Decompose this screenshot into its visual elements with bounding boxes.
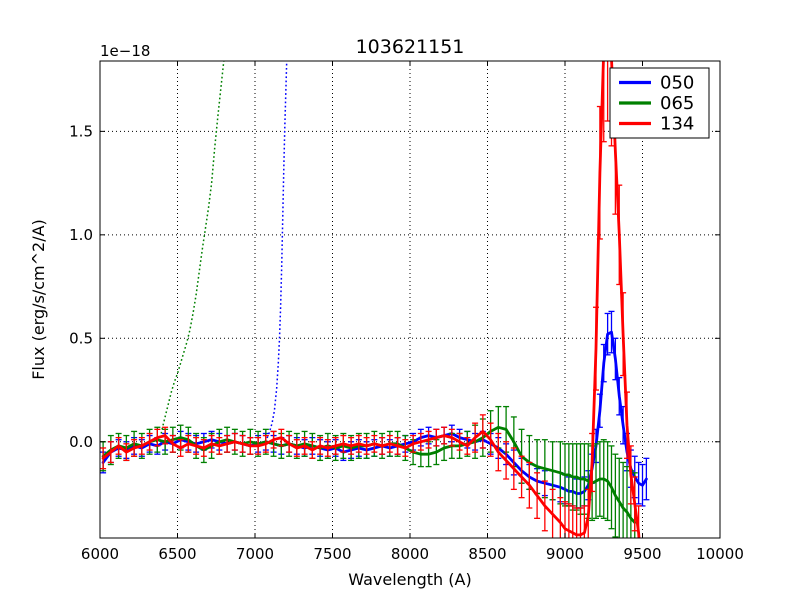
- x-tick-label: 6000: [81, 545, 119, 563]
- series-dotted-blue-curve: [264, 61, 288, 443]
- x-tick-label: 6500: [158, 545, 196, 563]
- series-dotted-green-curve: [158, 61, 225, 442]
- series-line-dotted-blue-curve: [264, 61, 288, 443]
- x-tick-label: 8000: [391, 545, 429, 563]
- x-tick-labels: 6000 6500 7000 7500 8000 8500 9000 9500 10000: [81, 545, 744, 563]
- legend-label-134: 134: [660, 114, 694, 135]
- legend-label-065: 065: [660, 93, 694, 114]
- y-tick-label: 1.0: [69, 226, 93, 244]
- y-axis-offset-text: 1e−18: [100, 42, 150, 60]
- x-tick-label: 9000: [546, 545, 584, 563]
- ticks: [99, 61, 721, 538]
- x-axis-label: Wavelength (A): [348, 570, 471, 589]
- data-layer: [100, 61, 650, 538]
- x-tick-label: 9500: [623, 545, 661, 563]
- chart-title: 103621151: [356, 36, 465, 58]
- series-line-134: [101, 61, 641, 538]
- x-tick-label: 8500: [468, 545, 506, 563]
- y-tick-label: 0.0: [69, 433, 93, 451]
- x-tick-label: 10000: [696, 545, 744, 563]
- series-line-dotted-green-curve: [158, 61, 225, 442]
- series-134: [100, 61, 642, 538]
- series-line-050: [101, 330, 648, 495]
- y-tick-label: 1.5: [69, 122, 93, 140]
- legend-label-050: 050: [660, 73, 694, 94]
- y-tick-labels: 0.0 0.5 1.0 1.5: [69, 122, 93, 450]
- x-tick-label: 7000: [236, 545, 274, 563]
- y-axis-label: Flux (erg/s/cm^2/A): [29, 219, 48, 380]
- y-tick-label: 0.5: [69, 329, 93, 347]
- x-tick-label: 7500: [313, 545, 351, 563]
